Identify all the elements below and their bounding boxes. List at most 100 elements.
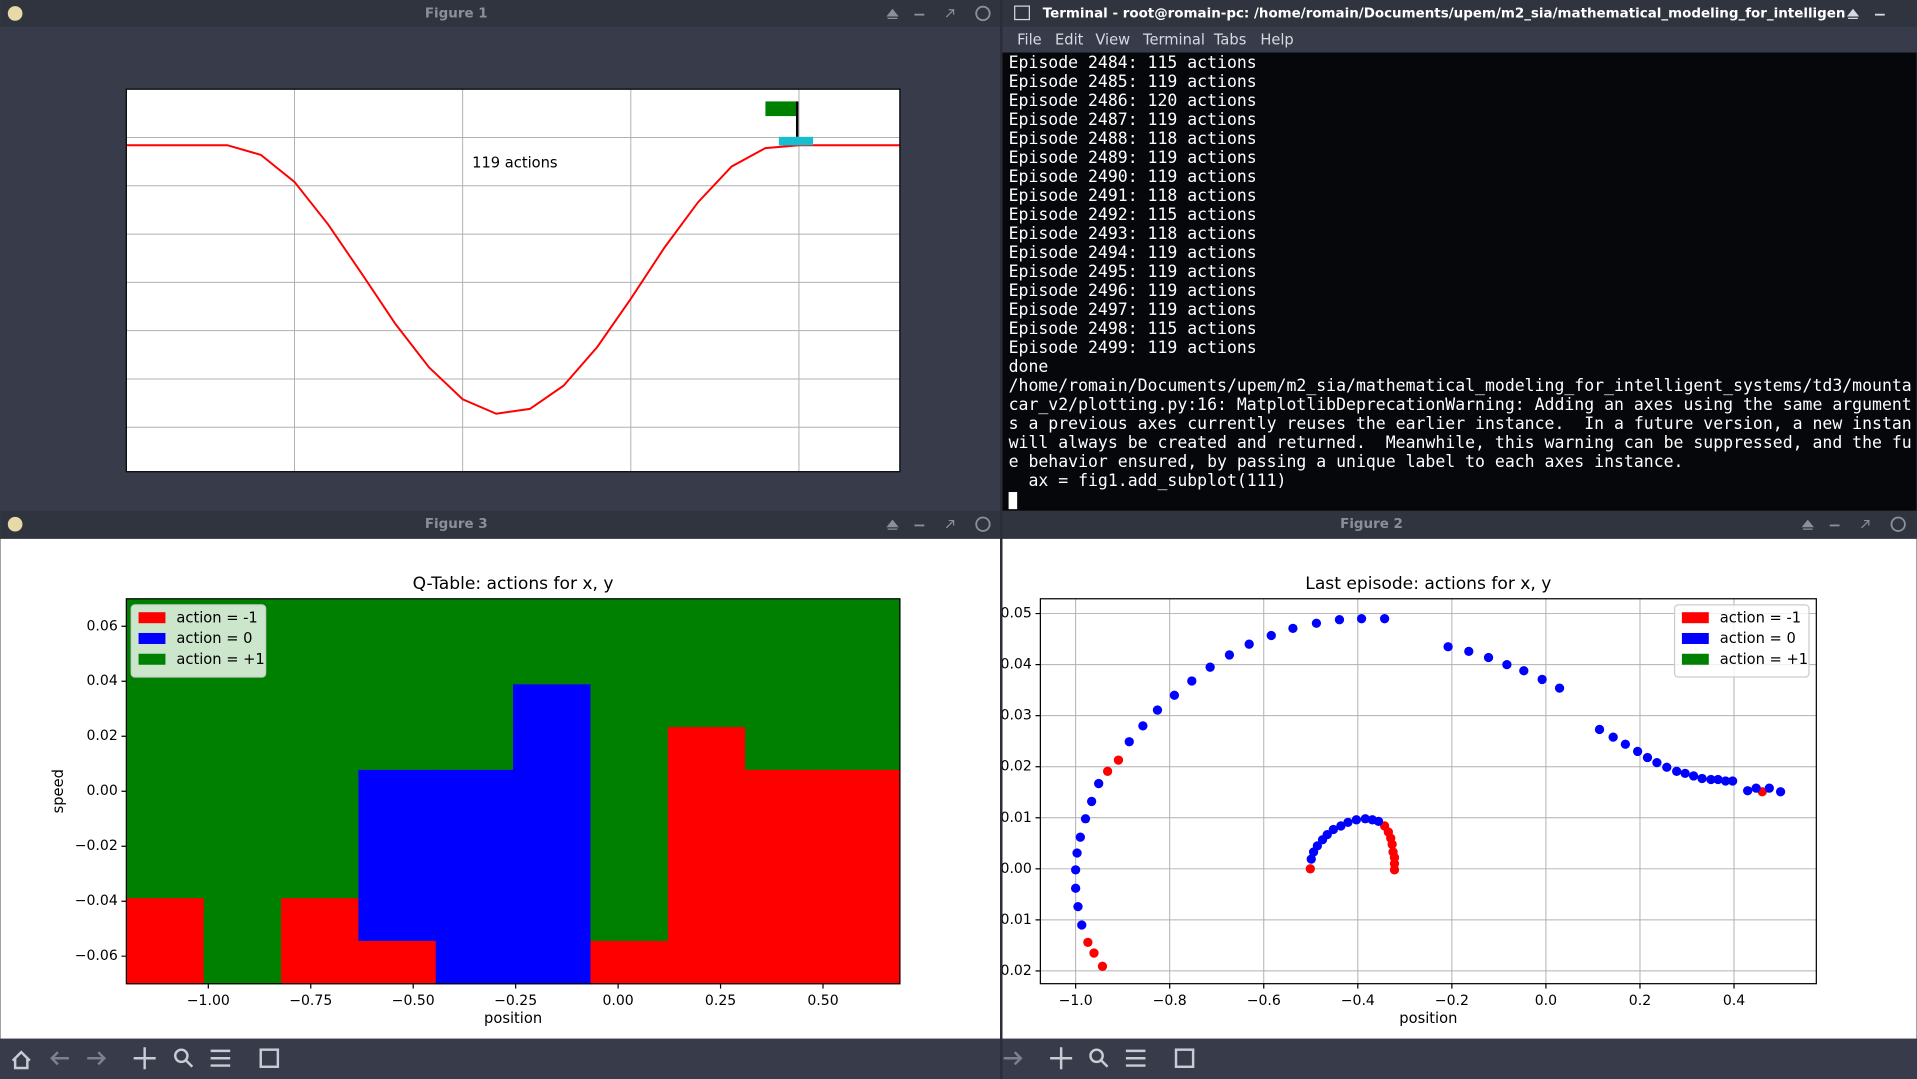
window-figure-1: Figure 1 119 actions xyxy=(0,0,1001,511)
terminal-line: Episode 2495: 119 actions xyxy=(1009,262,1257,281)
point xyxy=(1124,737,1134,747)
y-tick-label: 0.04 xyxy=(1001,657,1032,673)
point xyxy=(1336,821,1346,831)
pan-button[interactable] xyxy=(1050,1047,1073,1070)
terminal-line: done xyxy=(1009,357,1049,376)
point xyxy=(1094,778,1104,789)
forward-button[interactable] xyxy=(87,1051,107,1066)
back-button[interactable] xyxy=(50,1051,69,1066)
x-tick-label: −0.8 xyxy=(1153,993,1187,1009)
y-axis-label: speed xyxy=(50,769,67,813)
terminal-line: Episode 2493: 118 actions xyxy=(1009,224,1257,243)
point xyxy=(1244,639,1254,649)
legend-label: action = 0 xyxy=(1720,630,1796,647)
heatmap-cell xyxy=(822,855,901,899)
zoom-button[interactable] xyxy=(173,1048,194,1068)
heatmap-cell xyxy=(203,812,282,857)
heatmap-cell xyxy=(745,940,824,985)
point xyxy=(1169,690,1180,700)
point xyxy=(1356,614,1367,624)
heatmap-cell xyxy=(358,641,437,686)
line xyxy=(126,144,900,415)
heatmap-cell xyxy=(126,898,205,942)
heatmap-cell xyxy=(822,684,901,728)
menu-item[interactable]: Edit xyxy=(1055,31,1084,48)
point xyxy=(1387,839,1397,849)
heatmap-cell xyxy=(203,940,282,985)
heatmap-cell xyxy=(745,855,824,899)
menu-item[interactable]: View xyxy=(1095,31,1130,48)
close-button[interactable] xyxy=(975,516,991,532)
heatmap-cell xyxy=(281,769,360,814)
heatmap-cell xyxy=(281,898,360,942)
menu-item[interactable]: Terminal xyxy=(1142,31,1205,48)
heatmap-cell xyxy=(358,598,437,643)
terminal-line: Episode 2485: 119 actions xyxy=(1009,72,1257,91)
legend-label: action = -1 xyxy=(176,609,257,626)
heatmap-cell xyxy=(358,940,437,985)
save-button[interactable] xyxy=(1174,1048,1195,1069)
plot: −1.00 −0.75 −0.50 −0.25 0.00 0.25 0.50 −0.06 −0.… xyxy=(50,574,901,1027)
save-button[interactable] xyxy=(259,1048,280,1069)
title-bar[interactable] xyxy=(1002,0,1917,27)
shade-button[interactable] xyxy=(1846,8,1860,19)
menu-item[interactable]: Help xyxy=(1260,31,1293,48)
point xyxy=(1642,752,1653,763)
menu-item[interactable]: Tabs xyxy=(1213,31,1246,48)
heatmap-cell xyxy=(590,812,669,857)
y-tick-label: 0.03 xyxy=(1001,708,1032,724)
toolbar xyxy=(0,1038,1001,1079)
point xyxy=(1083,937,1093,947)
shade-button[interactable] xyxy=(886,8,899,19)
point xyxy=(1680,768,1690,779)
annotation: 119 actions xyxy=(472,155,557,172)
home-button[interactable] xyxy=(11,1050,31,1070)
menu-item[interactable]: File xyxy=(1017,31,1042,48)
terminal-line: ax = fig1.add_subplot(111) xyxy=(1009,471,1287,490)
shade-button[interactable] xyxy=(886,519,899,530)
title-bar[interactable] xyxy=(1002,510,1917,539)
heatmap-cell xyxy=(667,940,746,985)
axes-frame xyxy=(125,88,901,473)
title-bar[interactable] xyxy=(0,510,1001,539)
configure-button[interactable] xyxy=(1125,1049,1146,1067)
point xyxy=(1077,920,1087,930)
title-bar[interactable] xyxy=(0,0,1001,27)
heatmap-cell xyxy=(435,684,514,728)
point xyxy=(1086,796,1097,807)
zoom-button[interactable] xyxy=(1089,1048,1109,1068)
point xyxy=(1266,630,1276,641)
goal-flag xyxy=(765,101,798,117)
maximize-button[interactable] xyxy=(1861,519,1870,529)
configure-button[interactable] xyxy=(210,1049,231,1067)
heatmap-cell xyxy=(203,898,282,942)
point xyxy=(1464,646,1474,656)
legend-swatch xyxy=(1681,632,1709,644)
legend-swatch xyxy=(138,632,166,644)
heatmap-cell xyxy=(435,641,514,686)
heatmap-cell xyxy=(590,684,669,728)
close-button[interactable] xyxy=(975,5,991,22)
y-tick-label: 0.00 xyxy=(87,783,118,799)
legend-label: action = +1 xyxy=(1720,651,1808,668)
heatmap-cell xyxy=(126,812,205,857)
shade-button[interactable] xyxy=(1801,519,1814,530)
terminal-line: Episode 2487: 119 actions xyxy=(1009,110,1257,129)
point xyxy=(1102,766,1113,776)
forward-button[interactable] xyxy=(1003,1051,1023,1066)
close-button[interactable] xyxy=(1890,516,1906,532)
heatmap-cell xyxy=(667,641,746,686)
heatmap-cell xyxy=(281,598,360,643)
maximize-button[interactable] xyxy=(945,9,955,18)
maximize-button[interactable] xyxy=(945,519,955,529)
heatmap-cell xyxy=(435,812,514,857)
pan-button[interactable] xyxy=(133,1047,156,1070)
point xyxy=(1608,732,1618,742)
heatmap-cell xyxy=(667,727,746,771)
heatmap-cell xyxy=(358,727,437,771)
point xyxy=(1343,817,1353,828)
terminal-line: s a previous axes currently reuses the e… xyxy=(1009,414,1912,433)
point xyxy=(1662,762,1672,772)
terminal-line: Episode 2491: 118 actions xyxy=(1009,186,1257,205)
